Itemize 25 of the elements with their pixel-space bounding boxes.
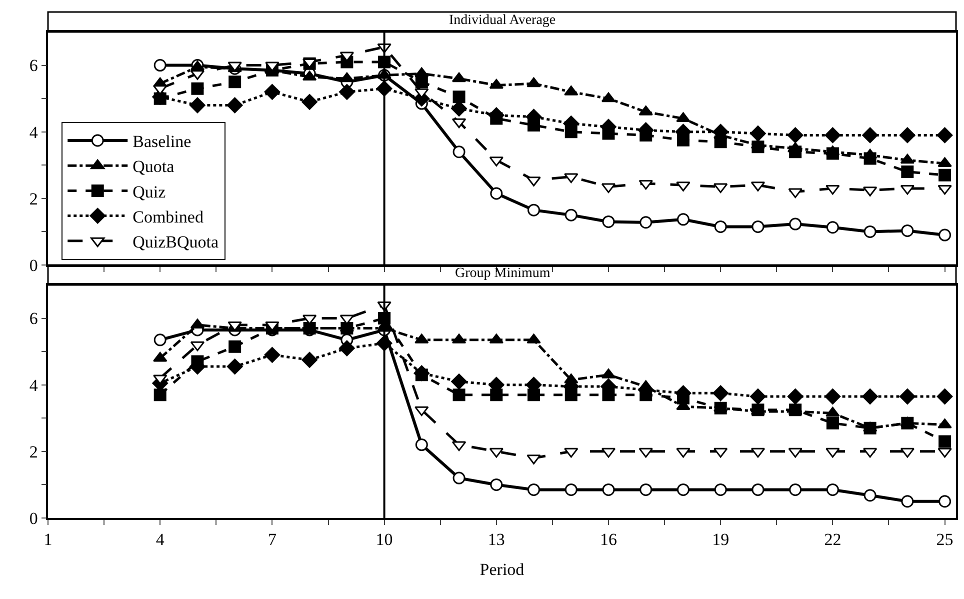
y-tick-label: 6: [29, 309, 38, 328]
x-tick-label: 22: [824, 530, 842, 550]
y-tick-label: 2: [29, 189, 38, 208]
x-tick-label: 16: [600, 530, 617, 550]
x-tick-label: 10: [376, 530, 393, 550]
y-tick-label: 4: [29, 376, 38, 395]
legend-label: QuizBQuota: [132, 232, 220, 252]
legend-label: Quota: [132, 157, 175, 176]
legend-label: Combined: [132, 207, 204, 226]
x-tick-label: 13: [488, 530, 505, 550]
x-tick-label: 7: [268, 530, 277, 550]
legend-label: Quiz: [132, 182, 166, 202]
y-tick-label: 6: [29, 56, 38, 76]
legend-label: Baseline: [132, 132, 192, 152]
y-tick-label: 4: [29, 122, 38, 142]
y-tick-label: 2: [29, 442, 38, 462]
x-tick-label: 25: [936, 530, 954, 550]
x-tick-label: 19: [712, 530, 730, 550]
chart-title: Group Minimum: [455, 266, 550, 281]
y-tick-label: 0: [29, 256, 38, 275]
chart-title: Individual Average: [449, 13, 556, 28]
x-tick-label: 4: [156, 530, 165, 550]
y-tick-label: 0: [29, 508, 38, 528]
x-tick-label: 1: [44, 530, 52, 550]
x-axis-title: Period: [480, 560, 525, 580]
